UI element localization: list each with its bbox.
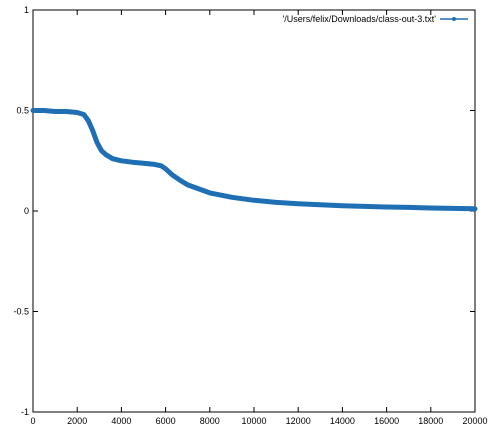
series-line xyxy=(30,108,478,212)
x-tick-label: 8000 xyxy=(200,416,220,426)
data-point xyxy=(75,111,79,114)
x-tick-label: 18000 xyxy=(418,416,443,426)
data-point xyxy=(407,205,411,209)
data-point xyxy=(104,153,108,157)
x-tick-label: 10000 xyxy=(241,416,266,426)
x-tick-label: 14000 xyxy=(330,416,355,426)
x-tick-label: 20000 xyxy=(462,416,487,426)
data-point xyxy=(95,141,99,145)
data-point xyxy=(473,207,477,211)
legend-label: '/Users/felix/Downloads/class-out-3.txt' xyxy=(283,14,437,24)
legend-marker xyxy=(452,17,456,21)
data-point xyxy=(170,173,174,177)
data-point xyxy=(82,113,86,116)
data-point xyxy=(153,162,157,166)
data-point xyxy=(91,129,95,133)
data-point xyxy=(53,110,57,113)
x-tick-label: 16000 xyxy=(374,416,399,426)
data-point xyxy=(451,206,455,210)
y-tick-label: 1 xyxy=(24,5,29,15)
series-layer xyxy=(30,108,478,212)
data-point xyxy=(100,149,103,153)
data-point xyxy=(111,157,115,161)
data-point xyxy=(208,191,212,195)
data-point xyxy=(86,119,90,123)
data-point xyxy=(130,160,134,164)
x-tick-label: 2000 xyxy=(67,416,87,426)
data-point xyxy=(42,109,46,112)
data-point xyxy=(274,200,278,204)
data-point xyxy=(318,203,322,207)
data-point xyxy=(186,183,190,187)
y-tick-label: -1 xyxy=(21,407,29,417)
data-point xyxy=(385,205,389,209)
x-tick-label: 12000 xyxy=(286,416,311,426)
data-point xyxy=(164,167,168,171)
data-point xyxy=(230,195,234,199)
y-tick-label: -0.5 xyxy=(13,307,29,317)
data-point xyxy=(159,164,163,168)
y-tick-label: 0 xyxy=(24,206,29,216)
x-tick-label: 4000 xyxy=(111,416,131,426)
data-point xyxy=(31,109,35,112)
plot-frame xyxy=(32,9,476,413)
legend: '/Users/felix/Downloads/class-out-3.txt' xyxy=(283,14,468,24)
data-point xyxy=(197,187,201,191)
x-tick-label: 0 xyxy=(30,416,35,426)
data-point xyxy=(179,179,183,183)
x-tick-label: 6000 xyxy=(156,416,176,426)
data-point xyxy=(429,206,433,210)
ticks-layer: 0 2000 4000 6000 8000 10000 12000 14000 16000 180… xyxy=(13,5,487,426)
data-point xyxy=(119,159,123,163)
y-tick-label: 0.5 xyxy=(16,106,29,116)
data-point xyxy=(252,198,256,202)
data-point xyxy=(296,202,300,206)
data-point xyxy=(340,204,344,208)
data-point xyxy=(363,204,366,208)
data-point xyxy=(142,161,145,165)
data-point xyxy=(64,110,68,113)
